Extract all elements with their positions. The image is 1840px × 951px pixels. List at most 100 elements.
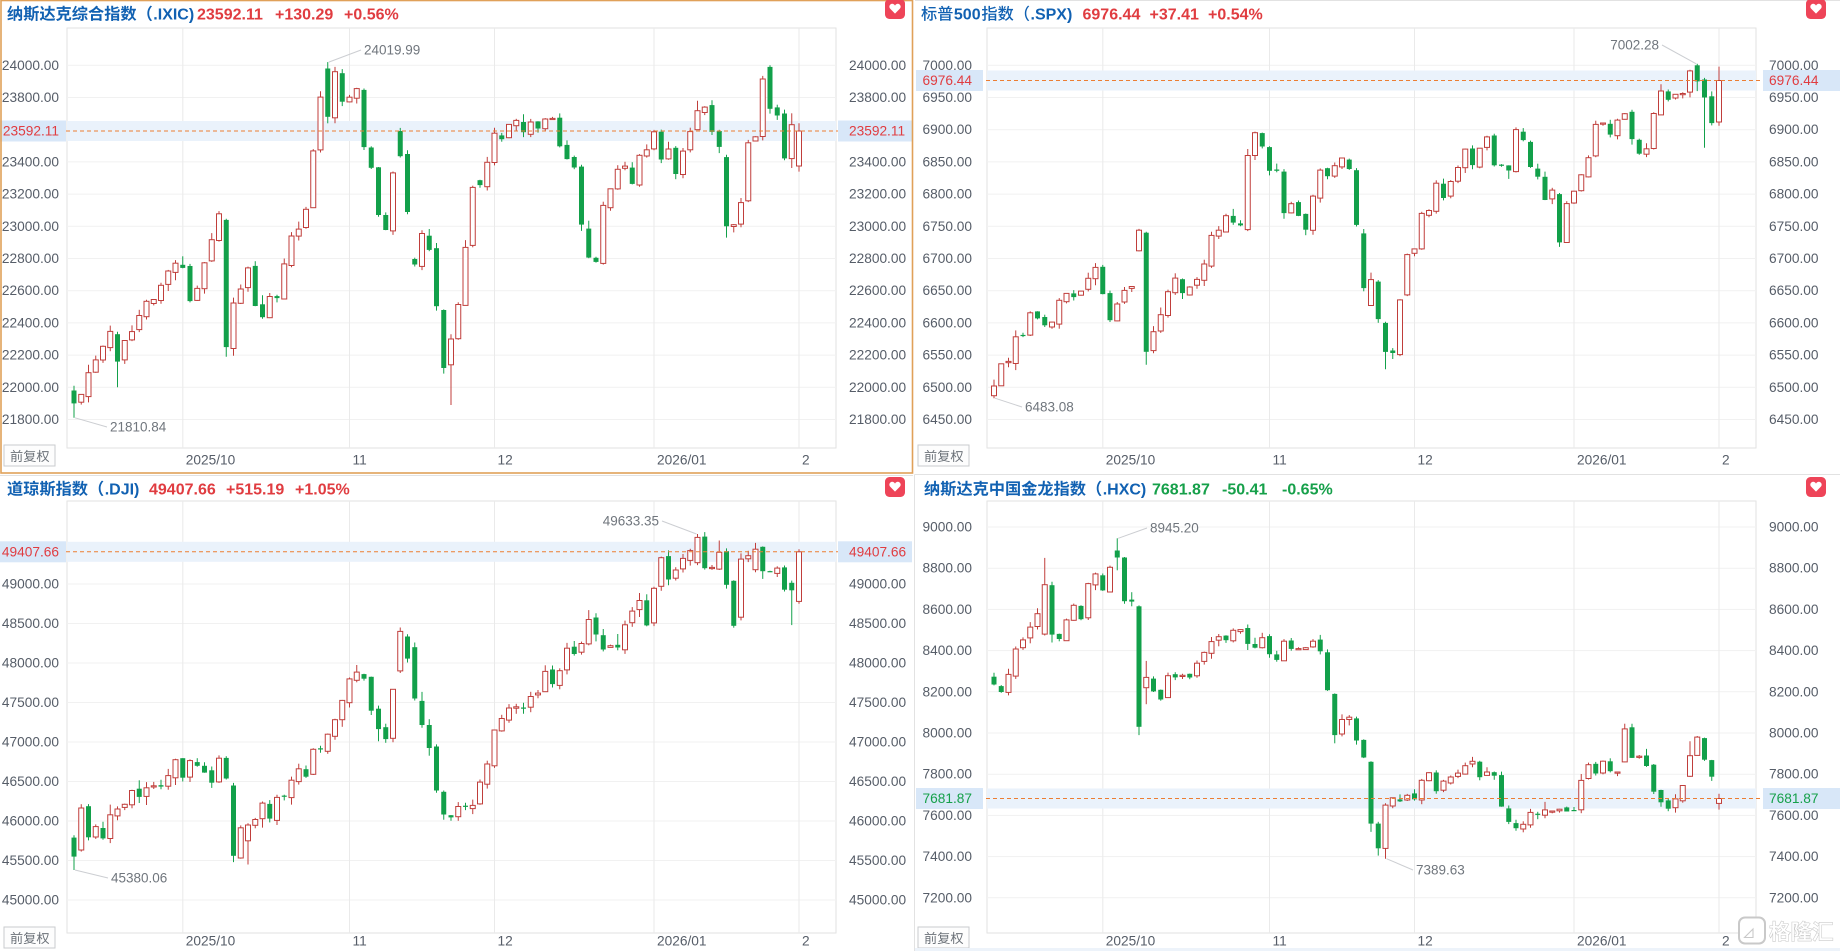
svg-text:8945.20: 8945.20 [1150, 521, 1199, 536]
svg-text:6800.00: 6800.00 [1769, 187, 1819, 202]
svg-text:23400.00: 23400.00 [2, 154, 59, 169]
svg-text:9000.00: 9000.00 [923, 520, 973, 535]
svg-text:6483.08: 6483.08 [1025, 400, 1074, 415]
svg-text:22400.00: 22400.00 [2, 315, 59, 330]
svg-text:23000.00: 23000.00 [849, 219, 906, 234]
svg-text:6976.44: 6976.44 [1083, 7, 1141, 24]
svg-text:6976.44: 6976.44 [1769, 73, 1819, 88]
svg-text:11: 11 [1273, 453, 1287, 468]
svg-text:21800.00: 21800.00 [2, 412, 59, 427]
svg-text:7681.87: 7681.87 [923, 791, 972, 806]
svg-text:45380.06: 45380.06 [111, 871, 167, 886]
svg-text:-50.41: -50.41 [1222, 482, 1267, 499]
svg-text:7681.87: 7681.87 [1769, 791, 1818, 806]
svg-text:7000.00: 7000.00 [1769, 58, 1819, 73]
svg-text:6650.00: 6650.00 [923, 283, 973, 298]
svg-text:45500.00: 45500.00 [2, 853, 59, 868]
svg-text:21800.00: 21800.00 [849, 412, 906, 427]
svg-text:6750.00: 6750.00 [923, 219, 973, 234]
svg-text:2025/10: 2025/10 [1106, 934, 1156, 949]
svg-text:6976.44: 6976.44 [923, 73, 973, 88]
svg-text:8000.00: 8000.00 [1769, 726, 1819, 741]
svg-text:24000.00: 24000.00 [2, 58, 59, 73]
svg-text:8400.00: 8400.00 [923, 643, 973, 658]
svg-text:+515.19: +515.19 [226, 482, 284, 499]
svg-text:7600.00: 7600.00 [1769, 808, 1819, 823]
svg-text:23592.11: 23592.11 [3, 124, 59, 139]
svg-text:8800.00: 8800.00 [923, 561, 973, 576]
svg-text:.IXIC): .IXIC) [153, 7, 194, 24]
svg-text:23000.00: 23000.00 [2, 219, 59, 234]
svg-text:46500.00: 46500.00 [849, 774, 906, 789]
svg-text:7389.63: 7389.63 [1416, 863, 1465, 878]
svg-text:2: 2 [1722, 453, 1730, 468]
svg-text:45000.00: 45000.00 [849, 893, 906, 908]
svg-text:24000.00: 24000.00 [849, 58, 906, 73]
svg-text:12: 12 [1418, 934, 1433, 949]
svg-text:46000.00: 46000.00 [2, 814, 59, 829]
svg-text:23200.00: 23200.00 [2, 187, 59, 202]
svg-text:23800.00: 23800.00 [2, 90, 59, 105]
svg-text:49633.35: 49633.35 [603, 514, 659, 529]
svg-text:2026/01: 2026/01 [657, 934, 706, 949]
svg-text:+130.29: +130.29 [275, 7, 333, 24]
svg-text:22200.00: 22200.00 [2, 348, 59, 363]
svg-text:11: 11 [1273, 934, 1287, 949]
svg-text:48500.00: 48500.00 [2, 616, 59, 631]
svg-text:-0.65%: -0.65% [1282, 482, 1333, 499]
svg-text:22400.00: 22400.00 [849, 315, 906, 330]
svg-text:+0.56%: +0.56% [344, 7, 399, 24]
svg-text:+37.41: +37.41 [1150, 7, 1199, 24]
svg-text:6500.00: 6500.00 [1769, 380, 1819, 395]
svg-text:2: 2 [802, 453, 810, 468]
svg-text:48000.00: 48000.00 [849, 656, 906, 671]
svg-text:12: 12 [498, 453, 513, 468]
svg-text:6450.00: 6450.00 [1769, 412, 1819, 427]
svg-text:6550.00: 6550.00 [1769, 348, 1819, 363]
svg-text:8200.00: 8200.00 [923, 684, 973, 699]
svg-text:11: 11 [353, 453, 367, 468]
svg-text:6550.00: 6550.00 [923, 348, 973, 363]
svg-text:6900.00: 6900.00 [923, 122, 973, 137]
svg-text:7800.00: 7800.00 [923, 767, 973, 782]
svg-text:46500.00: 46500.00 [2, 774, 59, 789]
svg-text:23400.00: 23400.00 [849, 154, 906, 169]
svg-text:22600.00: 22600.00 [2, 283, 59, 298]
svg-text:2025/10: 2025/10 [186, 453, 236, 468]
svg-text:45000.00: 45000.00 [2, 893, 59, 908]
svg-text:11: 11 [353, 934, 367, 949]
svg-text:6600.00: 6600.00 [1769, 315, 1819, 330]
svg-text:7200.00: 7200.00 [923, 890, 973, 905]
svg-text:7800.00: 7800.00 [1769, 767, 1819, 782]
svg-text:22000.00: 22000.00 [849, 380, 906, 395]
svg-text:500: 500 [954, 7, 981, 24]
svg-text:49407.66: 49407.66 [849, 544, 906, 559]
svg-text:6650.00: 6650.00 [1769, 283, 1819, 298]
svg-text:2025/10: 2025/10 [1106, 453, 1156, 468]
svg-text:6800.00: 6800.00 [923, 187, 973, 202]
svg-text:8600.00: 8600.00 [923, 602, 973, 617]
svg-text:49000.00: 49000.00 [2, 577, 59, 592]
svg-text:49407.66: 49407.66 [149, 482, 216, 499]
svg-text:22800.00: 22800.00 [2, 251, 59, 266]
svg-text:12: 12 [1418, 453, 1433, 468]
svg-text:2026/01: 2026/01 [1577, 934, 1626, 949]
svg-text:7000.00: 7000.00 [923, 58, 973, 73]
svg-text:6900.00: 6900.00 [1769, 122, 1819, 137]
svg-text:47500.00: 47500.00 [2, 695, 59, 710]
svg-text:6600.00: 6600.00 [923, 315, 973, 330]
svg-text:2025/10: 2025/10 [186, 934, 236, 949]
svg-text:6850.00: 6850.00 [923, 154, 973, 169]
svg-text:48000.00: 48000.00 [2, 656, 59, 671]
svg-text:49407.66: 49407.66 [2, 544, 59, 559]
svg-text:.SPX): .SPX) [1031, 7, 1073, 24]
svg-text:.DJI): .DJI) [105, 482, 140, 499]
svg-text:6450.00: 6450.00 [923, 412, 973, 427]
svg-text:12: 12 [498, 934, 513, 949]
svg-text:7400.00: 7400.00 [1769, 849, 1819, 864]
svg-text:23592.11: 23592.11 [849, 124, 905, 139]
svg-text:7200.00: 7200.00 [1769, 890, 1819, 905]
svg-text:6850.00: 6850.00 [1769, 154, 1819, 169]
svg-text:7681.87: 7681.87 [1152, 482, 1210, 499]
svg-text:47500.00: 47500.00 [849, 695, 906, 710]
